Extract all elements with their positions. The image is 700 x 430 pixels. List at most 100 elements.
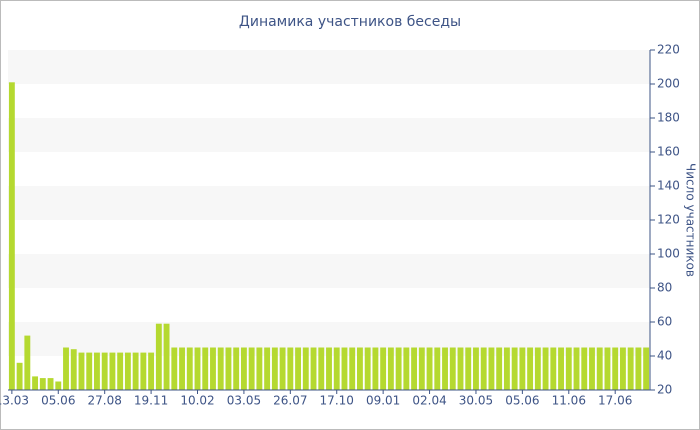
bar xyxy=(480,347,487,390)
grid-band xyxy=(8,254,650,288)
grid-band xyxy=(8,118,650,152)
bar xyxy=(94,352,100,390)
bar xyxy=(357,347,363,390)
x-tick-label: 19.11 xyxy=(134,394,168,408)
bar xyxy=(217,347,224,390)
bar xyxy=(78,352,85,390)
bar xyxy=(449,347,456,390)
bar xyxy=(465,347,472,390)
bar xyxy=(287,347,294,390)
bar xyxy=(511,347,518,390)
bar xyxy=(310,347,317,390)
x-tick-label: 30.05 xyxy=(459,394,493,408)
bar xyxy=(32,376,39,390)
bar xyxy=(8,82,15,391)
x-tick-label: 03.05 xyxy=(227,394,261,408)
y-tick-label: 120 xyxy=(657,213,680,227)
x-tick-label: 26.07 xyxy=(273,394,307,408)
bar xyxy=(70,349,77,390)
y-tick-label: 200 xyxy=(657,77,680,91)
bar xyxy=(442,347,448,390)
y-tick-label: 220 xyxy=(657,43,680,57)
bar xyxy=(101,352,108,390)
grid-band xyxy=(8,50,650,84)
bar xyxy=(380,347,387,390)
y-tick-label: 140 xyxy=(657,179,680,193)
bar xyxy=(619,347,626,390)
bar xyxy=(318,347,325,390)
y-axis-title: Число участников xyxy=(684,163,698,277)
x-tick-label: 17.10 xyxy=(320,394,354,408)
bar xyxy=(140,352,147,390)
y-tick-label: 80 xyxy=(657,281,672,295)
x-tick-label: 17.06 xyxy=(598,394,632,408)
bar xyxy=(372,347,379,390)
chart-title: Динамика участников беседы xyxy=(239,14,461,30)
x-tick-label: 02.04 xyxy=(412,394,446,408)
bar xyxy=(47,378,54,390)
bar xyxy=(117,352,124,390)
bar xyxy=(426,347,433,390)
bar xyxy=(148,352,155,390)
y-tick-label: 60 xyxy=(657,315,672,329)
y-tick-label: 180 xyxy=(657,111,680,125)
bar xyxy=(558,347,564,390)
x-tick-label: 11.06 xyxy=(552,394,586,408)
bar xyxy=(627,347,634,390)
bar xyxy=(233,347,240,390)
bar xyxy=(248,347,255,390)
bar xyxy=(63,347,69,390)
bar xyxy=(124,352,131,390)
bar xyxy=(496,347,503,390)
bar xyxy=(302,347,309,390)
bar xyxy=(194,347,201,390)
bar xyxy=(163,323,170,390)
x-tick-label: 10.02 xyxy=(180,394,214,408)
bar xyxy=(643,347,650,390)
bar xyxy=(418,347,425,390)
bar xyxy=(271,347,278,390)
bar xyxy=(387,347,394,390)
bar xyxy=(55,381,62,390)
bar xyxy=(326,347,332,390)
bar xyxy=(333,347,340,390)
bar xyxy=(225,347,232,390)
bar xyxy=(542,347,549,390)
bar xyxy=(411,347,418,390)
y-tick-label: 100 xyxy=(657,247,680,261)
x-tick-label: 09.01 xyxy=(366,394,400,408)
bar xyxy=(210,347,216,390)
bar xyxy=(604,347,611,390)
bar xyxy=(186,347,193,390)
bar xyxy=(171,347,178,390)
bar xyxy=(457,347,464,390)
bar xyxy=(565,347,572,390)
y-tick-label: 20 xyxy=(657,383,672,397)
bar xyxy=(596,347,603,390)
bar xyxy=(132,352,139,390)
bar xyxy=(589,347,595,390)
bar xyxy=(240,347,247,390)
bar xyxy=(473,347,479,390)
bar xyxy=(550,347,557,390)
bar xyxy=(39,378,46,390)
bar xyxy=(155,323,162,390)
bar xyxy=(503,347,510,390)
bar xyxy=(24,335,31,390)
bar xyxy=(403,347,410,390)
y-tick-label: 40 xyxy=(657,349,672,363)
x-tick-label: 27.08 xyxy=(88,394,122,408)
bar xyxy=(202,347,209,390)
bar xyxy=(612,347,619,390)
bar xyxy=(488,347,495,390)
bar xyxy=(109,352,116,390)
bar xyxy=(179,347,185,390)
y-tick-label: 160 xyxy=(657,145,680,159)
bar xyxy=(264,347,271,390)
bar xyxy=(295,347,301,390)
bar xyxy=(635,347,642,390)
bar xyxy=(573,347,580,390)
bar xyxy=(16,362,23,390)
bar xyxy=(279,347,286,390)
bar xyxy=(434,347,441,390)
